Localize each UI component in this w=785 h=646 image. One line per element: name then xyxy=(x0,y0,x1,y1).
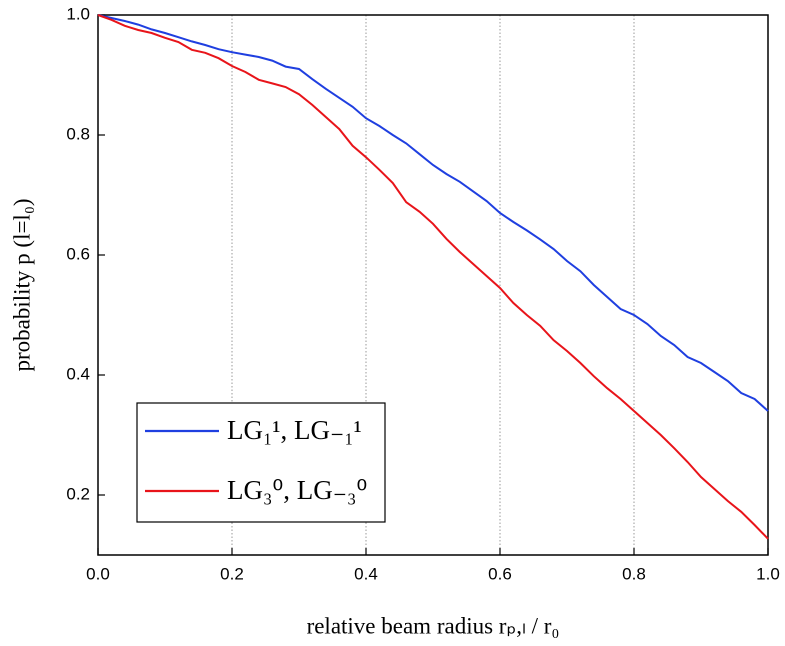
legend-label: LG₃⁰, LG₋₃⁰ xyxy=(227,475,367,505)
y-tick-label: 0.2 xyxy=(66,484,90,503)
y-tick-label: 1.0 xyxy=(66,4,90,23)
y-tick-label: 0.8 xyxy=(66,124,90,143)
y-tick-label: 0.4 xyxy=(66,364,90,383)
x-tick-label: 0.4 xyxy=(354,564,378,583)
x-tick-label: 0.6 xyxy=(488,564,512,583)
x-tick-label: 0.2 xyxy=(220,564,244,583)
series-line xyxy=(97,14,769,540)
y-axis-label: probability p (l=l₀) xyxy=(9,198,34,371)
x-axis-label: relative beam radius rₚ,ₗ / r₀ xyxy=(307,613,560,638)
series-line xyxy=(97,14,769,412)
y-tick-label: 0.6 xyxy=(66,244,90,263)
legend-box xyxy=(136,402,386,523)
x-tick-label: 1.0 xyxy=(756,564,780,583)
x-tick-label: 0.8 xyxy=(622,564,646,583)
x-tick-label: 0.0 xyxy=(86,564,110,583)
legend-label: LG₁¹, LG₋₁¹ xyxy=(227,415,362,445)
plot-frame xyxy=(97,14,769,556)
